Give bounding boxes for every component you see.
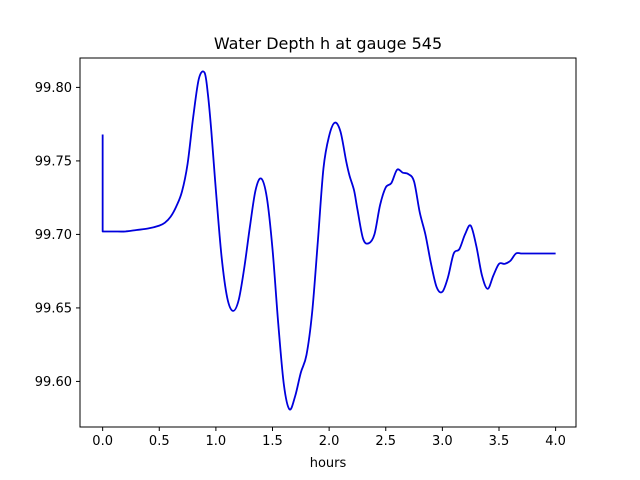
y-axis: 99.60 99.65 99.70 99.75 99.80 (35, 81, 80, 390)
y-tick-label: 99.70 (35, 228, 72, 243)
x-tick-label: 3.0 (432, 434, 453, 449)
x-tick-label: 2.5 (375, 434, 396, 449)
x-tick-label: 1.5 (262, 434, 283, 449)
x-tick-label: 2.0 (319, 434, 340, 449)
x-tick-label: 4.0 (545, 434, 566, 449)
plot-frame (79, 57, 577, 428)
chart-title: Water Depth h at gauge 545 (214, 34, 442, 53)
y-tick-label: 99.60 (35, 375, 72, 390)
x-tick-label: 1.0 (206, 434, 227, 449)
x-axis-label: hours (310, 456, 347, 471)
plot-area (101, 70, 556, 411)
x-axis: 0.0 0.5 1.0 1.5 2.0 2.5 3.0 3.5 4.0 (92, 427, 566, 449)
x-tick-label: 3.5 (489, 434, 510, 449)
y-tick-label: 99.65 (35, 301, 72, 316)
x-tick-label: 0.5 (149, 434, 170, 449)
series-line-water-depth (101, 70, 556, 411)
x-tick-label: 0.0 (92, 434, 113, 449)
y-tick-label: 99.80 (35, 81, 72, 96)
y-tick-label: 99.75 (35, 154, 72, 169)
